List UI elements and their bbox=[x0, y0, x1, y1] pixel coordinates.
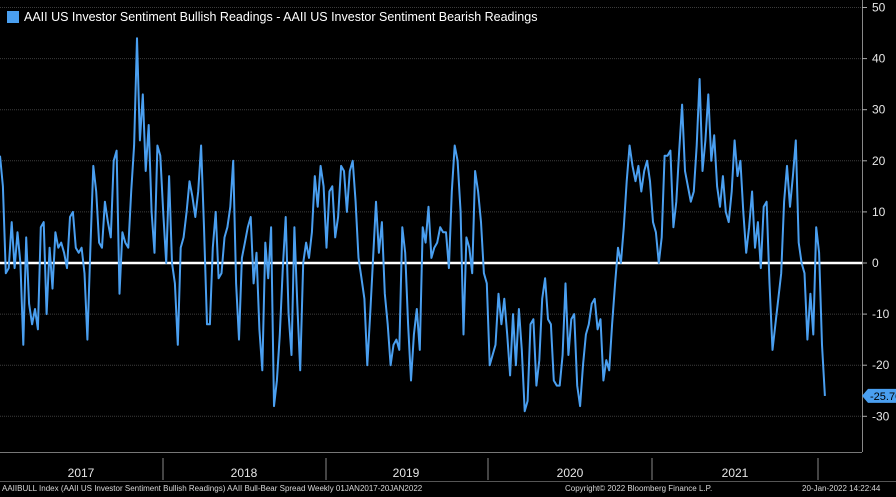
last-value-box bbox=[868, 388, 896, 403]
y-tick-label: -20 bbox=[872, 358, 890, 372]
x-tick-label: 2018 bbox=[231, 466, 258, 480]
footer-copyright: Copyright© 2022 Bloomberg Finance L.P. bbox=[565, 484, 713, 493]
y-tick-label: 50 bbox=[872, 1, 886, 15]
legend-label: AAII US Investor Sentiment Bullish Readi… bbox=[24, 10, 538, 24]
legend-swatch bbox=[7, 11, 19, 23]
x-tick-label: 2019 bbox=[393, 466, 420, 480]
y-tick-label: 40 bbox=[872, 52, 886, 66]
footer-source: AAIIBULL Index (AAII US Investor Sentime… bbox=[2, 484, 423, 493]
y-tick-label: 30 bbox=[872, 103, 886, 117]
y-tick-label: -10 bbox=[872, 307, 890, 321]
last-value-label: -25.70 bbox=[870, 391, 896, 403]
footer-timestamp: 20-Jan-2022 14:22:44 bbox=[802, 484, 881, 493]
legend: AAII US Investor Sentiment Bullish Readi… bbox=[7, 9, 537, 25]
y-tick-label: -30 bbox=[872, 409, 890, 423]
x-tick-label: 2021 bbox=[722, 466, 749, 480]
series-line bbox=[0, 37, 826, 413]
x-tick-label: 2017 bbox=[68, 466, 95, 480]
x-tick-label: 2020 bbox=[557, 466, 584, 480]
y-tick-label: 20 bbox=[872, 154, 886, 168]
last-value-pointer bbox=[862, 388, 868, 403]
y-tick-label: 10 bbox=[872, 205, 886, 219]
y-tick-label: 0 bbox=[872, 256, 879, 270]
